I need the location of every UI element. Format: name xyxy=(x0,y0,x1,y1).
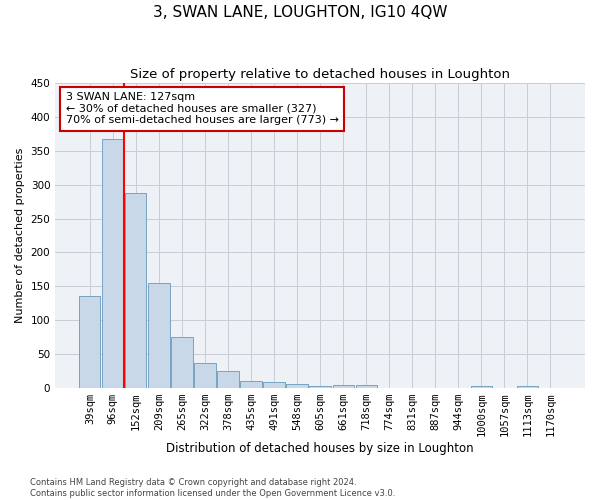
Bar xyxy=(241,381,262,388)
Bar xyxy=(172,337,193,388)
Bar xyxy=(332,385,353,388)
Text: 3 SWAN LANE: 127sqm
← 30% of detached houses are smaller (327)
70% of semi-detac: 3 SWAN LANE: 127sqm ← 30% of detached ho… xyxy=(66,92,339,126)
Bar xyxy=(517,386,538,388)
Bar xyxy=(79,296,100,388)
Bar xyxy=(470,386,492,388)
Bar xyxy=(217,371,239,388)
Text: Contains HM Land Registry data © Crown copyright and database right 2024.
Contai: Contains HM Land Registry data © Crown c… xyxy=(30,478,395,498)
X-axis label: Distribution of detached houses by size in Loughton: Distribution of detached houses by size … xyxy=(166,442,474,455)
Y-axis label: Number of detached properties: Number of detached properties xyxy=(15,148,25,323)
Bar xyxy=(263,382,284,388)
Bar xyxy=(125,193,146,388)
Bar xyxy=(194,363,215,388)
Bar xyxy=(148,283,170,388)
Bar xyxy=(286,384,308,388)
Bar xyxy=(310,386,331,388)
Bar xyxy=(356,385,377,388)
Bar xyxy=(102,138,124,388)
Title: Size of property relative to detached houses in Loughton: Size of property relative to detached ho… xyxy=(130,68,510,80)
Text: 3, SWAN LANE, LOUGHTON, IG10 4QW: 3, SWAN LANE, LOUGHTON, IG10 4QW xyxy=(153,5,447,20)
